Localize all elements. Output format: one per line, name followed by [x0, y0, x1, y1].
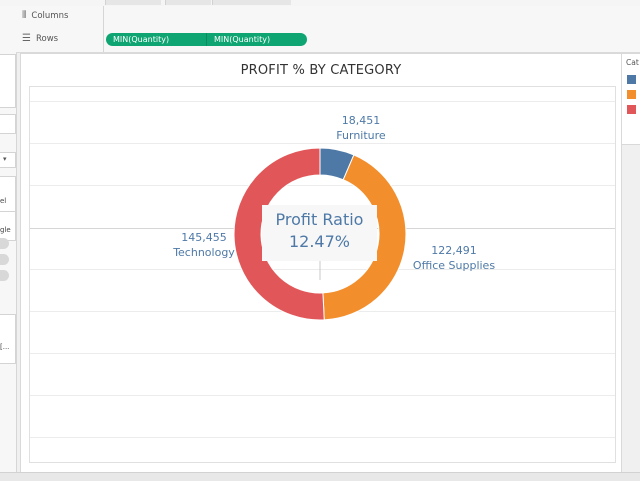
color-legend[interactable]: Cat [621, 53, 640, 145]
donut-slice-technology[interactable] [233, 147, 325, 321]
toolbar-segment [105, 0, 161, 5]
segment-label-office-supplies: 122,491 Office Supplies [404, 243, 504, 273]
legend-title: Cat [626, 58, 639, 67]
donut-center-label: Profit Ratio 12.47% [262, 205, 377, 261]
marks-field-pill[interactable] [0, 238, 9, 249]
center-value: 12.47% [288, 232, 350, 251]
left-panel-header [0, 114, 16, 134]
donut-chart[interactable] [21, 54, 621, 473]
rows-pill-2[interactable]: MIN(Quantity) [206, 33, 307, 46]
label-text: el [0, 197, 7, 205]
shelf-divider [103, 29, 104, 52]
toolbar-segment [212, 0, 291, 5]
shelf-divider [103, 6, 104, 29]
gridline [30, 269, 615, 270]
gridline [30, 143, 615, 144]
columns-shelf[interactable]: ⦀ Columns [16, 6, 640, 30]
left-panel-card: [... [0, 314, 16, 364]
center-label: Profit Ratio [275, 210, 364, 229]
technology-value: 145,455 [181, 231, 227, 244]
marks-field-pill[interactable] [0, 270, 9, 281]
left-side-panel: ▾ el gle [... [0, 6, 17, 480]
furniture-value: 18,451 [341, 114, 381, 127]
legend-swatch-office-supplies[interactable] [627, 90, 636, 99]
chevron-down-icon: ▾ [3, 155, 7, 163]
furniture-name: Furniture [336, 129, 386, 142]
columns-icon: ⦀ [22, 10, 27, 21]
gridline [30, 101, 615, 102]
rows-label: Rows [35, 33, 59, 44]
bottom-tab-bar [0, 472, 640, 481]
left-panel-card [0, 54, 16, 108]
marks-field-pill[interactable] [0, 254, 9, 265]
legend-swatch-furniture[interactable] [627, 75, 636, 84]
segment-label-furniture: 18,451 Furniture [326, 113, 396, 143]
office-supplies-value: 122,491 [431, 244, 477, 257]
angle-mark-button[interactable]: gle [0, 211, 16, 241]
label-mark-button[interactable]: el [0, 176, 16, 213]
worksheet-view[interactable]: PROFIT % BY CATEGORY Profit Ratio 12.47%… [20, 53, 622, 474]
legend-swatch-technology[interactable] [627, 105, 636, 114]
columns-label: Columns [31, 10, 69, 21]
gridline [30, 185, 615, 186]
rows-shelf-label: ☰ Rows [22, 33, 58, 44]
rows-pill-1[interactable]: MIN(Quantity) [106, 33, 206, 46]
gridline [30, 353, 615, 354]
segment-label-technology: 145,455 Technology [169, 230, 239, 260]
chart-title: PROFIT % BY CATEGORY [240, 63, 402, 78]
columns-shelf-label: ⦀ Columns [22, 10, 68, 21]
more-text: [... [0, 343, 10, 351]
office-supplies-name: Office Supplies [412, 259, 496, 272]
angle-text: gle [0, 226, 11, 234]
technology-name: Technology [173, 246, 235, 259]
mark-type-dropdown[interactable]: ▾ [0, 152, 16, 168]
rows-icon: ☰ [22, 33, 31, 44]
gridline [30, 437, 615, 438]
gridline [30, 395, 615, 396]
toolbar-segment [165, 0, 211, 5]
rows-shelf[interactable]: ☰ Rows MIN(Quantity) MIN(Quantity) [16, 29, 640, 53]
